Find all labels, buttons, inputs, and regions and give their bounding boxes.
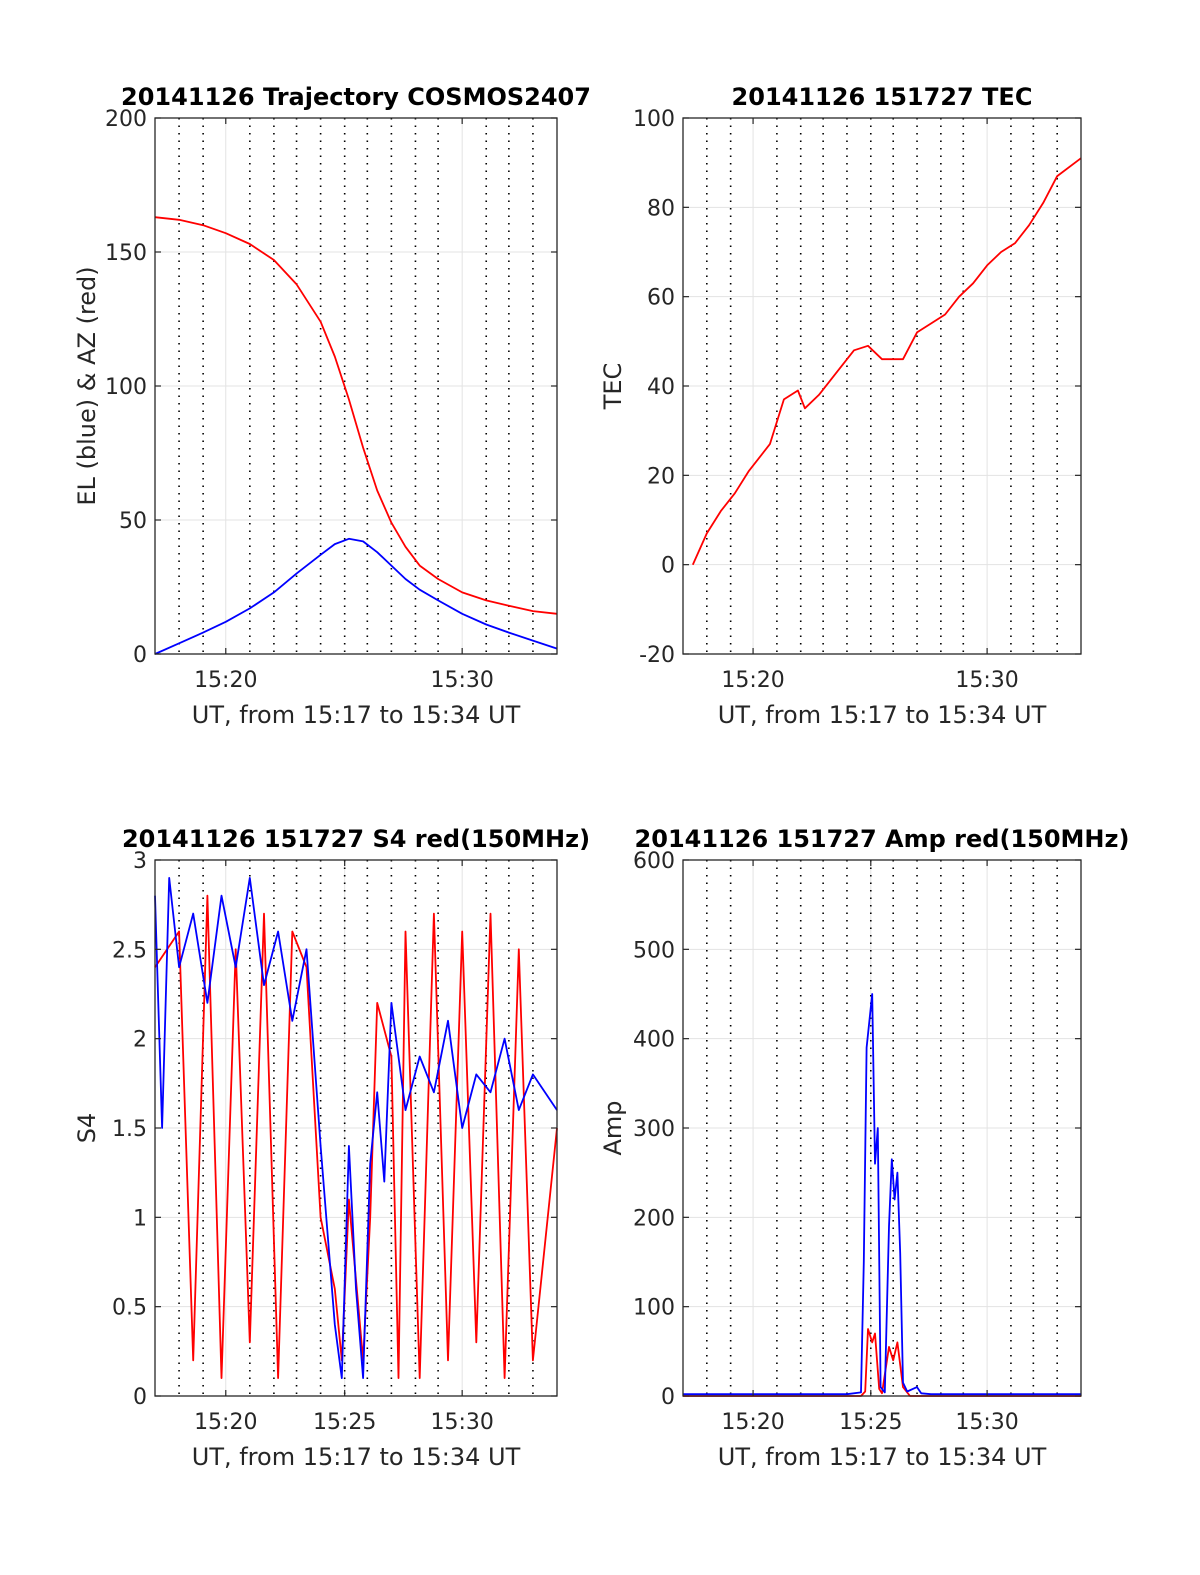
series-line-2 — [683, 993, 1081, 1396]
y-tick-label: 2.5 — [112, 938, 147, 963]
x-tick-label: 15:20 — [194, 668, 257, 693]
chart-panel-2: -20 0 20 40 60 80 100 15:20 15:30 20141126 151727… — [599, 83, 1082, 729]
y-tick-label: 500 — [633, 938, 675, 963]
y-axis-label: S4 — [73, 1113, 101, 1144]
chart-panel-4: 0 100 200 300 400 500 600 15:20 15:25 15:30 201411… — [599, 825, 1129, 1471]
y-tick-label: 0.5 — [112, 1296, 147, 1321]
y-tick-label: -20 — [639, 643, 675, 668]
chart-title: 20141126 151727 Amp red(150MHz) — [635, 825, 1130, 853]
chart-title: 20141126 151727 S4 red(150MHz) — [122, 825, 590, 853]
y-tick-label: 3 — [133, 849, 147, 874]
y-tick-label: 100 — [105, 375, 147, 400]
x-tick-label: 15:30 — [955, 668, 1018, 693]
x-tick-label: 15:20 — [194, 1410, 257, 1435]
y-tick-label: 50 — [119, 509, 147, 534]
x-axis-label: UT, from 15:17 to 15:34 UT — [718, 701, 1047, 729]
y-tick-label: 200 — [633, 1206, 675, 1231]
y-tick-label: 400 — [633, 1028, 675, 1053]
x-tick-label: 15:20 — [721, 1410, 784, 1435]
y-tick-label: 0 — [133, 1385, 147, 1410]
x-axis-label: UT, from 15:17 to 15:34 UT — [192, 1443, 521, 1471]
y-axis-label: TEC — [599, 363, 627, 411]
y-axis-label: EL (blue) & AZ (red) — [73, 266, 101, 505]
x-axis-label: UT, from 15:17 to 15:34 UT — [718, 1443, 1047, 1471]
y-tick-label: 2 — [133, 1028, 147, 1053]
x-tick-label: 15:25 — [313, 1410, 376, 1435]
y-tick-label: 40 — [647, 375, 675, 400]
chart-panel-1: 0 50 100 150 200 15:20 15:30 20141126 Trajector… — [73, 83, 591, 729]
x-tick-label: 15:25 — [839, 1410, 902, 1435]
x-tick-label: 15:30 — [430, 668, 493, 693]
x-axis-label: UT, from 15:17 to 15:34 UT — [192, 701, 521, 729]
y-tick-label: 0 — [133, 643, 147, 668]
y-tick-label: 20 — [647, 464, 675, 489]
y-tick-label: 60 — [647, 286, 675, 311]
x-tick-label: 15:20 — [721, 668, 784, 693]
y-tick-label: 80 — [647, 196, 675, 221]
y-tick-label: 100 — [633, 107, 675, 132]
y-axis-label: Amp — [599, 1100, 627, 1155]
chart-panel-3: 0 0.5 1 1.5 2 2.5 3 15:20 15:25 15:30 20141126 151… — [73, 825, 590, 1471]
y-tick-label: 200 — [105, 107, 147, 132]
y-tick-label: 600 — [633, 849, 675, 874]
x-tick-label: 15:30 — [430, 1410, 493, 1435]
y-tick-label: 0 — [661, 1385, 675, 1410]
x-tick-label: 15:30 — [955, 1410, 1018, 1435]
series-line-1 — [691, 157, 1082, 566]
series-line-2 — [154, 537, 558, 655]
y-tick-label: 150 — [105, 241, 147, 266]
y-tick-label: 1 — [133, 1206, 147, 1231]
chart-title: 20141126 Trajectory COSMOS2407 — [121, 83, 591, 111]
series-line-2 — [154, 877, 558, 1379]
y-tick-label: 1.5 — [112, 1117, 147, 1142]
y-tick-label: 100 — [633, 1296, 675, 1321]
y-tick-label: 300 — [633, 1117, 675, 1142]
chart-title: 20141126 151727 TEC — [732, 83, 1033, 111]
y-tick-label: 0 — [661, 554, 675, 579]
series-line-1 — [154, 216, 558, 615]
